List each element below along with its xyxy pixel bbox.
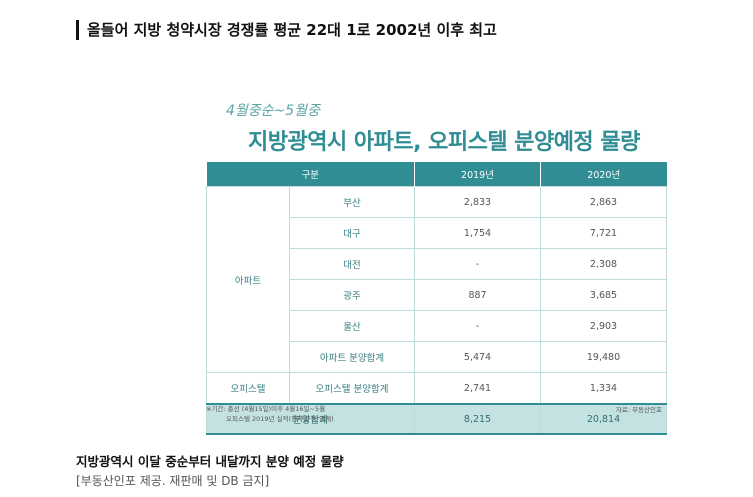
row-label: 대전 — [288, 248, 416, 280]
group-apartment: 아파트 — [206, 186, 290, 373]
cell-2020: 19,480 — [540, 341, 668, 373]
note-line-1: ※기간: 총선 (4월15일)이후 4월16일~5월 — [206, 405, 326, 413]
supply-table: 구분 2019년 2020년 아파트 부산 2,833 2,863 대구 1,7… — [205, 162, 668, 435]
note-line-2: 오피스텔 2019년 실적(청약홈 등 업계) — [226, 415, 334, 423]
total-2019: 8,215 — [414, 403, 542, 435]
table-row: 대전 - 2,308 — [207, 248, 668, 280]
total-label: 분양합계 — [205, 403, 416, 435]
total-row: 분양합계 8,215 20,814 — [205, 403, 668, 435]
cell-2020: 3,685 — [540, 279, 668, 311]
header-2019: 2019년 — [414, 162, 541, 187]
cell-2019: - — [414, 248, 542, 280]
cell-2020: 7,721 — [540, 217, 668, 249]
cell-2019: 5,474 — [414, 341, 542, 373]
cell-2020: 2,308 — [540, 248, 668, 280]
cell-2019: 1,754 — [414, 217, 542, 249]
row-label: 대구 — [288, 217, 416, 249]
infographic-period: 4월중순~5월중 — [226, 103, 320, 119]
cell-2020: 1,334 — [540, 372, 668, 405]
table-row: 울산 - 2,903 — [207, 310, 668, 342]
table-row: 아파트 부산 2,833 2,863 — [206, 186, 668, 373]
table-row: 아파트 분양합계 5,474 19,480 — [207, 341, 668, 373]
data-source: 자료: 부동산인포 — [615, 406, 662, 414]
article-headline: 올들어 지방 청약시장 경쟁률 평균 22대 1로 2002년 이후 최고 — [76, 20, 497, 40]
group-officetel: 오피스텔 — [206, 372, 290, 405]
cell-2020: 2,903 — [540, 310, 668, 342]
image-caption: 지방광역시 이달 중순부터 내달까지 분양 예정 물량 — [76, 454, 344, 469]
header-2020: 2020년 — [540, 162, 667, 187]
row-label: 아파트 분양합계 — [288, 341, 416, 373]
row-label: 오피스텔 분양합계 — [288, 372, 416, 405]
table-note: ※기간: 총선 (4월15일)이후 4월16일~5월 오피스텔 2019년 실적… — [206, 404, 334, 424]
header-category: 구분 — [206, 162, 415, 187]
cell-2019: 2,833 — [414, 186, 542, 218]
row-label: 광주 — [288, 279, 416, 311]
cell-2019: 2,741 — [414, 372, 542, 405]
cell-2019: - — [414, 310, 542, 342]
table-row: 오피스텔 오피스텔 분양합계 2,741 1,334 — [206, 372, 668, 405]
infographic: 4월중순~5월중 지방광역시 아파트, 오피스텔 분양예정 물량 구분 2019… — [202, 96, 672, 435]
total-2020: 20,814 — [540, 403, 668, 435]
row-label: 부산 — [288, 186, 416, 218]
row-label: 울산 — [288, 310, 416, 342]
infographic-title: 지방광역시 아파트, 오피스텔 분양예정 물량 — [248, 130, 640, 155]
cell-2019: 887 — [414, 279, 542, 311]
table-header-row: 구분 2019년 2020년 — [206, 162, 667, 187]
image-credit: [부동산인포 제공. 재판매 및 DB 금지] — [76, 474, 270, 488]
cell-2020: 2,863 — [540, 186, 668, 218]
